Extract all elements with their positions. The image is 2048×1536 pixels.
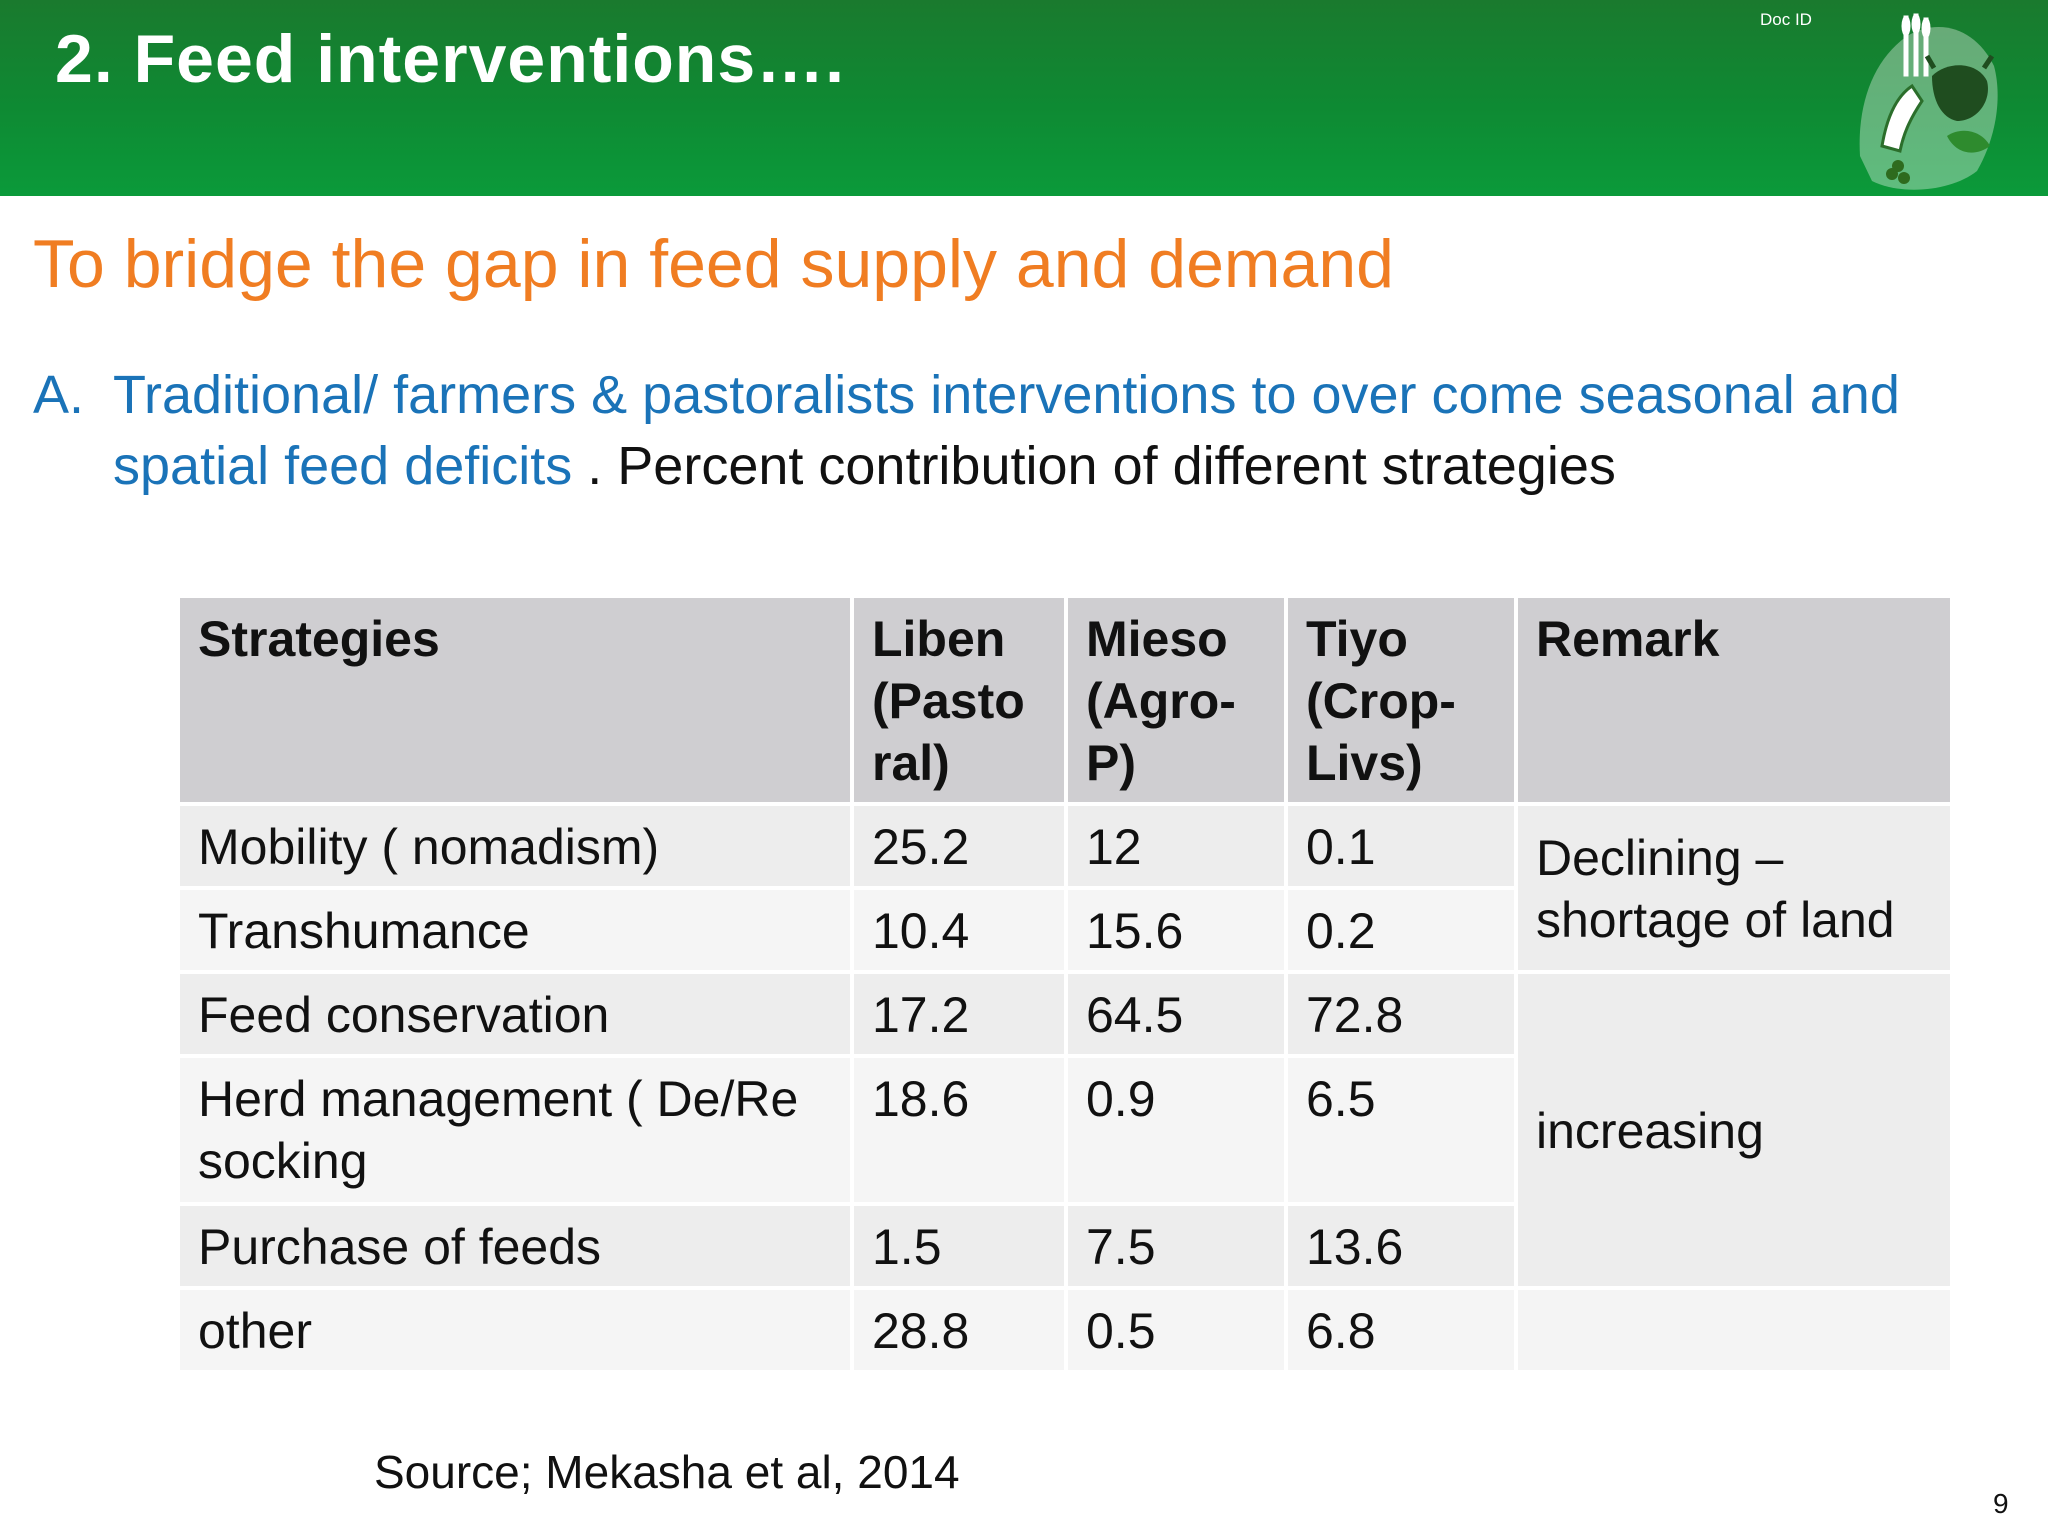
cell-remark-declining: Declining – shortage of land: [1518, 806, 1950, 970]
cell-strategy: Herd management ( De/Re socking: [180, 1058, 850, 1202]
cell-strategy: other: [180, 1290, 850, 1370]
bullet-blue-text: Traditional/ farmers & pastoralists inte…: [113, 365, 1900, 496]
cell-tiyo: 6.5: [1288, 1058, 1514, 1202]
cell-liben: 1.5: [854, 1206, 1064, 1286]
slide-subtitle: To bridge the gap in feed supply and dem…: [33, 226, 1394, 302]
table-header-row: Strategies Liben (Pasto ral) Mieso (Agro- P)…: [180, 598, 1950, 802]
cell-remark-increasing: increasing: [1518, 974, 1950, 1286]
table-row: Mobility ( nomadism) 25.2 12 0.1 Declini…: [180, 806, 1950, 970]
header-tiyo: Tiyo (Crop- Livs): [1288, 598, 1514, 802]
table-row: other 28.8 0.5 6.8: [180, 1290, 1950, 1370]
cell-tiyo: 72.8: [1288, 974, 1514, 1054]
cell-liben: 17.2: [854, 974, 1064, 1054]
source-citation: Source; Mekasha et al, 2014: [374, 1446, 960, 1498]
table-row: Feed conservation 17.2 64.5 72.8 increas…: [180, 974, 1950, 1286]
header-liben: Liben (Pasto ral): [854, 598, 1064, 802]
organization-logo: [1859, 13, 1998, 190]
cell-mieso: 12: [1068, 806, 1284, 886]
cell-strategy: Mobility ( nomadism): [180, 806, 850, 886]
cell-strategy: Feed conservation: [180, 974, 850, 1054]
cell-mieso: 0.9: [1068, 1058, 1284, 1202]
cell-mieso: 64.5: [1068, 974, 1284, 1054]
doc-id-label: Doc ID: [1760, 10, 1812, 29]
cell-liben: 28.8: [854, 1290, 1064, 1370]
cell-mieso: 7.5: [1068, 1206, 1284, 1286]
table-row: Herd management ( De/Re socking 18.6 0.9…: [180, 1058, 1950, 1202]
header-band: [0, 0, 2048, 196]
cell-tiyo: 13.6: [1288, 1206, 1514, 1286]
cell-liben: 10.4: [854, 890, 1064, 970]
cell-liben: 25.2: [854, 806, 1064, 886]
slide-title: 2. Feed interventions….: [55, 21, 846, 97]
cell-mieso: 0.5: [1068, 1290, 1284, 1370]
bullet-separator: .: [572, 436, 618, 496]
cell-liben: 18.6: [854, 1058, 1064, 1202]
header-remark: Remark: [1518, 598, 1950, 802]
cell-strategy: Purchase of feeds: [180, 1206, 850, 1286]
bullet-marker: A.: [33, 365, 85, 425]
cell-tiyo: 6.8: [1288, 1290, 1514, 1370]
table-row: Purchase of feeds 1.5 7.5 13.6: [180, 1206, 1950, 1286]
header-strategies: Strategies: [180, 598, 850, 802]
cell-mieso: 15.6: [1068, 890, 1284, 970]
cell-remark-empty: [1518, 1290, 1950, 1370]
cell-strategy: Transhumance: [180, 890, 850, 970]
bullet-black-text: Percent contribution of different strate…: [617, 436, 1616, 496]
header-mieso: Mieso (Agro- P): [1068, 598, 1284, 802]
table-row: Transhumance 10.4 15.6 0.2: [180, 890, 1950, 970]
cell-tiyo: 0.2: [1288, 890, 1514, 970]
bullet-text: Traditional/ farmers & pastoralists inte…: [113, 360, 1993, 502]
strategies-table: Strategies Liben (Pasto ral) Mieso (Agro- P)…: [176, 594, 1954, 1374]
cell-tiyo: 0.1: [1288, 806, 1514, 886]
page-number: 9: [1993, 1488, 2009, 1519]
